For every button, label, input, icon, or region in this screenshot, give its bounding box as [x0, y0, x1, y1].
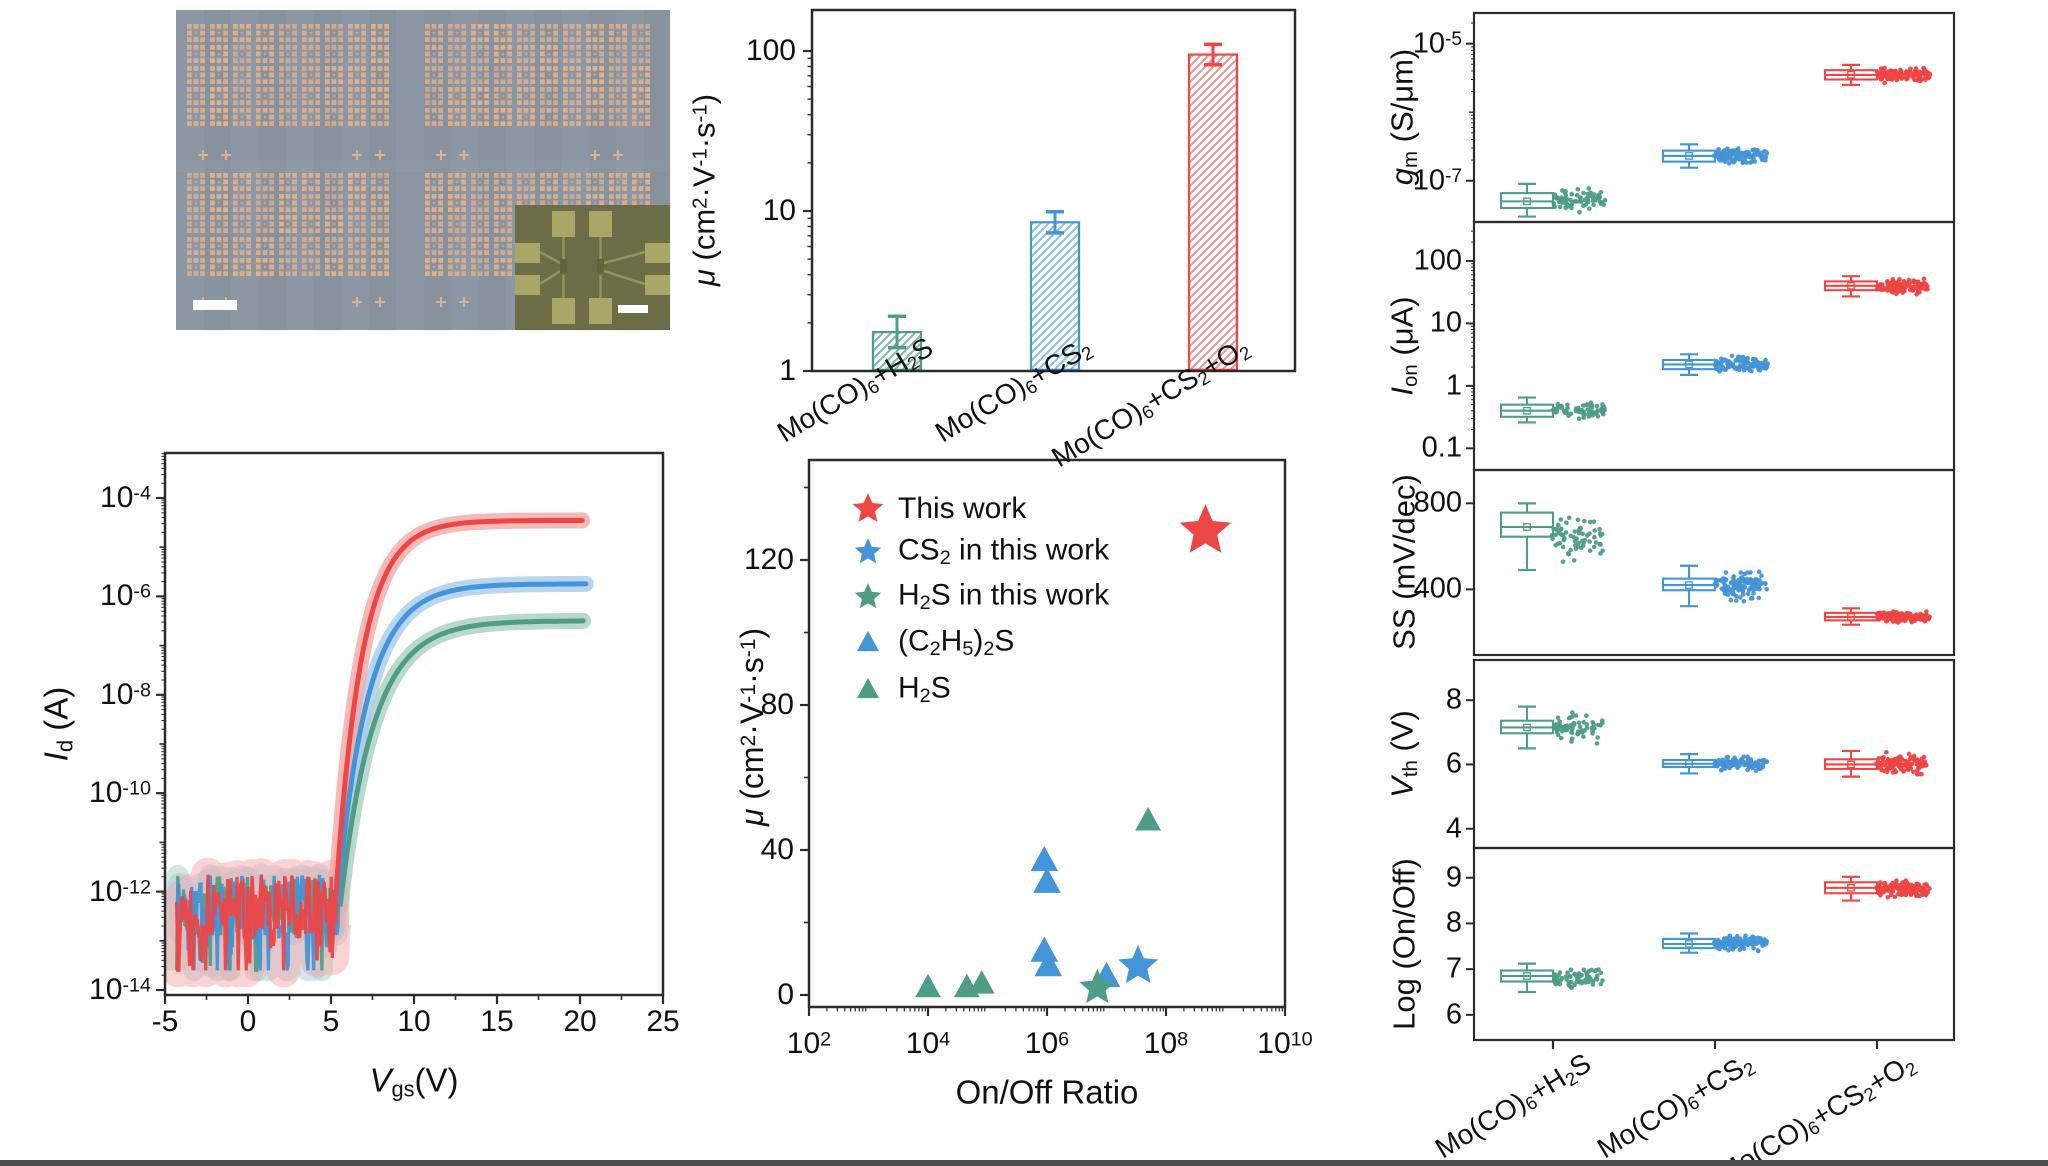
marker-triangle — [968, 970, 995, 994]
box-red — [1823, 63, 1879, 87]
marker-triangle — [1034, 951, 1063, 977]
panel-logonoff_stats — [1466, 846, 1956, 1042]
marker-triangle — [915, 973, 941, 998]
panel-vth_stats — [1466, 658, 1956, 850]
marker-triangle — [1030, 845, 1059, 872]
panel-ion_stats — [1466, 220, 1956, 472]
box-teal — [1499, 396, 1555, 424]
swarm-red — [1874, 878, 1932, 900]
legend-marker-star — [854, 583, 882, 609]
swarm-blue — [1712, 933, 1769, 954]
bar-blue — [1029, 209, 1081, 371]
legend-marker-star — [852, 493, 884, 522]
swarm-blue — [1711, 146, 1770, 166]
inset-scale-bar — [618, 305, 648, 313]
legend-marker-triangle — [856, 631, 880, 652]
legend-marker-star — [854, 538, 882, 564]
swarm-blue — [1712, 569, 1769, 604]
marker-triangle — [1030, 936, 1059, 962]
marker-triangle — [1135, 807, 1161, 831]
marker-triangle — [1033, 867, 1061, 893]
swarm-red — [1875, 65, 1933, 86]
marker-star — [1118, 945, 1159, 983]
swarm-blue — [1712, 353, 1771, 374]
swarm-teal — [1551, 186, 1608, 215]
box-blue — [1661, 143, 1717, 169]
bar-teal — [871, 314, 923, 371]
mobility-bar-chart — [803, 8, 1297, 373]
box-blue — [1661, 753, 1717, 775]
scale-bar — [193, 300, 237, 310]
panel-ss_stats — [1466, 468, 1956, 657]
statistics-box-panels — [1466, 11, 1956, 1049]
marker-star — [1179, 504, 1232, 553]
box-blue — [1661, 353, 1717, 376]
marker-star — [1079, 968, 1116, 1004]
bottom-edge-strip — [0, 1160, 2048, 1166]
transfer-curve-chart — [156, 451, 665, 1004]
box-red — [1823, 275, 1879, 298]
bar-red — [1187, 42, 1239, 371]
scatter-points — [915, 504, 1232, 1004]
box-red — [1823, 607, 1879, 626]
swarm-teal — [1552, 710, 1605, 746]
box-teal — [1499, 182, 1555, 218]
swarm-teal — [1552, 967, 1605, 991]
inset-device-closeup — [515, 205, 670, 330]
swarm-teal — [1550, 400, 1607, 422]
swarm-red — [1874, 609, 1932, 625]
box-blue — [1661, 564, 1717, 608]
micrograph-image — [176, 10, 670, 330]
swarm-red — [1874, 276, 1930, 297]
box-red — [1823, 875, 1879, 902]
transfer-curves — [165, 512, 594, 988]
swarm-teal — [1549, 515, 1605, 565]
benchmark-scatter-chart — [800, 458, 1287, 1016]
statistics-category-axis — [1551, 1040, 1879, 1049]
box-teal — [1499, 705, 1555, 750]
box-blue — [1661, 932, 1717, 954]
box-teal — [1499, 502, 1555, 572]
swarm-blue — [1712, 754, 1770, 774]
box-red — [1823, 749, 1879, 778]
scatter-legend — [852, 493, 884, 699]
legend-marker-triangle — [856, 678, 880, 699]
box-teal — [1499, 962, 1555, 994]
panel-gm_stats — [1466, 11, 1956, 224]
swarm-red — [1873, 749, 1929, 777]
